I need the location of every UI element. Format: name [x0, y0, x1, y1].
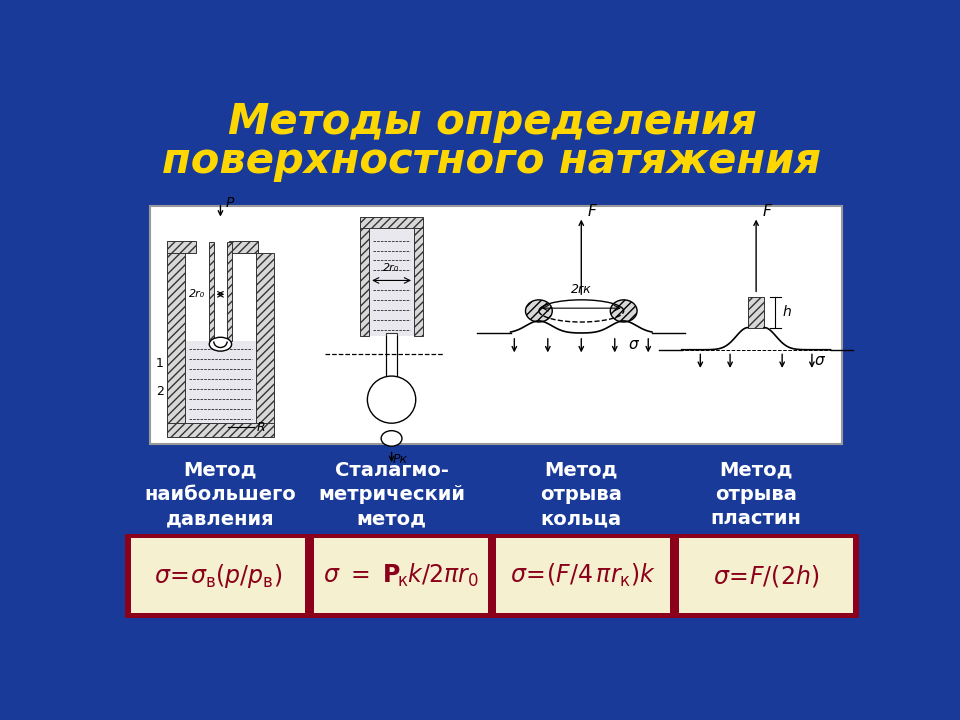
FancyBboxPatch shape [679, 539, 852, 613]
Text: 2r₀: 2r₀ [188, 289, 204, 299]
Text: 1: 1 [156, 357, 164, 370]
Text: $\sigma\!=\!\sigma_{\rm в}(p/p_{\rm в})$: $\sigma\!=\!\sigma_{\rm в}(p/p_{\rm в})$ [154, 562, 282, 590]
FancyBboxPatch shape [673, 534, 859, 618]
Bar [228, 242, 231, 341]
Text: $\sigma\ =\ \mathbf{P}_{\!\rm к}k/2\pi r_0$: $\sigma\ =\ \mathbf{P}_{\!\rm к}k/2\pi r… [323, 562, 479, 589]
FancyBboxPatch shape [125, 534, 311, 618]
Text: Pк: Pк [393, 453, 408, 466]
Ellipse shape [368, 376, 416, 423]
Bar [414, 228, 422, 336]
Bar [255, 253, 274, 425]
Bar [209, 242, 214, 341]
FancyBboxPatch shape [132, 539, 305, 613]
Bar [214, 242, 228, 341]
Text: h: h [783, 305, 792, 319]
FancyBboxPatch shape [496, 539, 670, 613]
Text: Сталагмо-
метрический
метод: Сталагмо- метрический метод [318, 461, 465, 528]
Ellipse shape [611, 300, 637, 322]
FancyBboxPatch shape [314, 539, 488, 613]
Text: F: F [588, 204, 597, 219]
Bar [360, 228, 370, 336]
Bar [370, 228, 414, 336]
Text: R: R [257, 421, 266, 434]
Text: Методы определения: Методы определения [228, 102, 756, 143]
Ellipse shape [209, 337, 231, 351]
Text: F: F [763, 204, 772, 219]
Text: $\sigma\!=\!F/(2h)$: $\sigma\!=\!F/(2h)$ [713, 562, 819, 589]
Text: поверхностного натяжения: поверхностного натяжения [162, 140, 822, 182]
Bar [185, 341, 255, 425]
Bar [167, 240, 196, 253]
Bar [167, 423, 274, 437]
FancyBboxPatch shape [491, 534, 676, 618]
Text: σ: σ [629, 337, 638, 351]
Text: Метод
наибольшего
давления: Метод наибольшего давления [145, 461, 297, 528]
Text: σ: σ [814, 354, 825, 369]
FancyBboxPatch shape [308, 534, 493, 618]
Text: Метод
отрыва
пластин: Метод отрыва пластин [710, 461, 802, 528]
Text: Метод
отрыва
кольца: Метод отрыва кольца [540, 461, 622, 528]
Bar [748, 297, 764, 328]
Bar [360, 217, 422, 228]
Text: P: P [226, 196, 233, 210]
Ellipse shape [381, 431, 402, 446]
Text: 2r₀: 2r₀ [383, 264, 399, 274]
Ellipse shape [525, 300, 552, 322]
Bar [386, 333, 396, 380]
Bar [167, 253, 185, 425]
Text: 2rк: 2rк [571, 284, 591, 297]
Text: 2: 2 [156, 384, 164, 398]
FancyBboxPatch shape [150, 206, 842, 444]
Text: $\sigma\!=\!(F/4\,\pi r_{\rm к})k$: $\sigma\!=\!(F/4\,\pi r_{\rm к})k$ [510, 562, 657, 589]
Bar [229, 240, 257, 253]
